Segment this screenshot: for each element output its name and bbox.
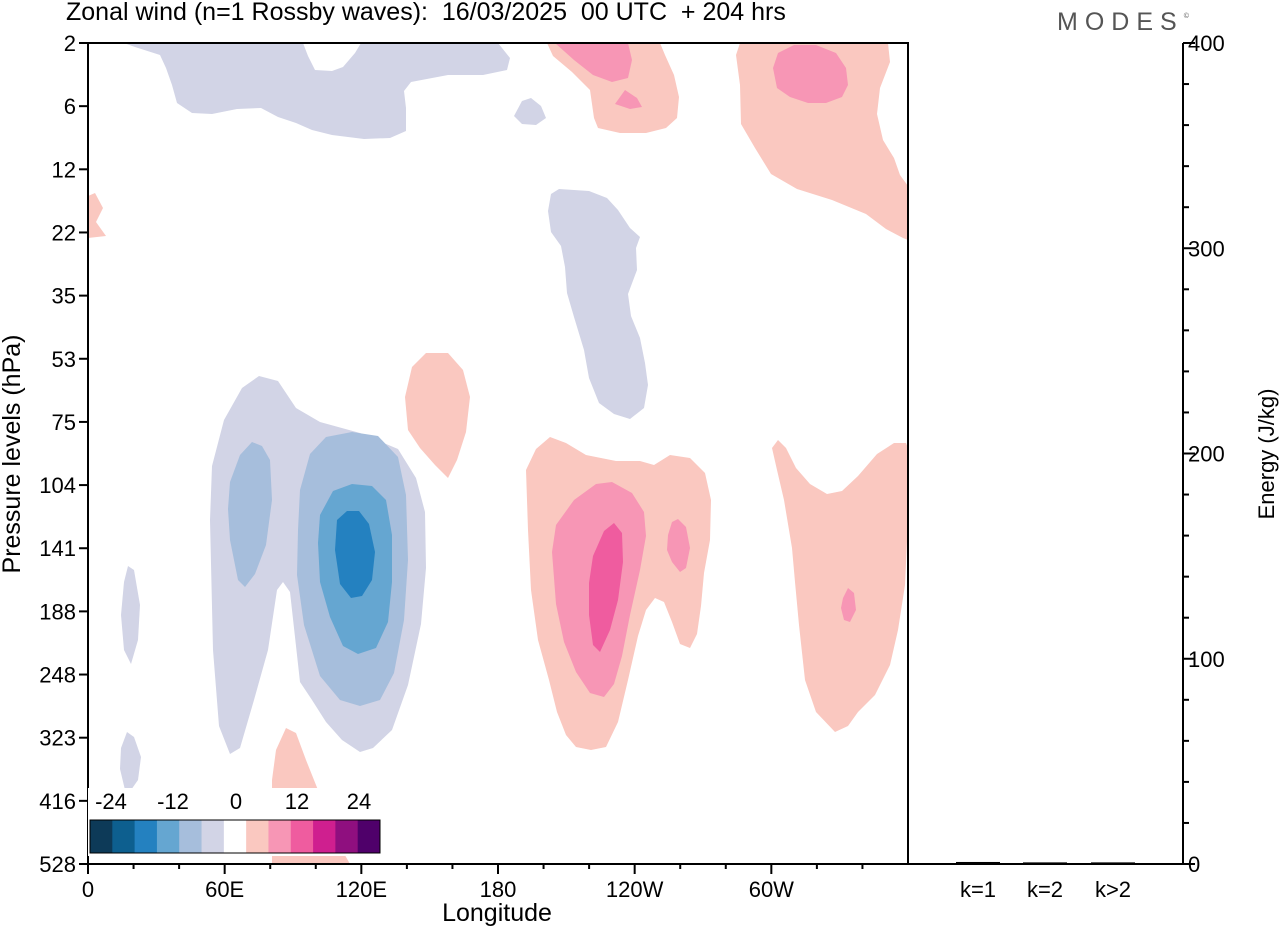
energy-bar-k=2 [1023,862,1067,864]
y-tick-label: 75 [52,410,76,435]
energy-category-label: k=1 [960,877,996,902]
energy-bar-k>2 [1091,862,1135,864]
y-tick-label: 6 [64,94,76,119]
energy-tick-label: 200 [1188,442,1225,467]
colorbar-swatch-8 [268,820,292,853]
energy-categories: k=1 k=2 k>2 [960,877,1131,902]
energy-axis-label: Energy (J/kg) [1254,389,1279,520]
contour-neg-1-islet [514,98,546,125]
colorbar: -24 -12 0 12 24 [88,788,383,856]
y-tick-label: 53 [52,347,76,372]
colorbar-swatch-4 [179,820,202,853]
y-tick-label: 2 [64,31,76,56]
x-tick-label: 60E [205,877,244,902]
energy-tick-label: 300 [1188,236,1225,261]
colorbar-swatch-5 [201,820,225,853]
contour-neg-1-west-b [120,732,141,790]
colorbar-swatch-2 [134,820,158,853]
colorbar-label-neg24: -24 [95,789,127,814]
contour-pos-3 [589,523,623,652]
x-tick-label: 60W [749,877,794,902]
x-tick-label: 0 [82,877,94,902]
colorbar-label-neg12: -12 [157,789,189,814]
contour-pos-1-topmid [547,43,679,133]
contour-pos-1-blob-53 [405,353,470,478]
x-tick-label: 180 [480,877,517,902]
energy-category-label: k>2 [1095,877,1131,902]
energy-axis: 0 100 200 300 400 [908,31,1225,877]
x-axis-label: Longitude [442,899,552,927]
y-axis-label: Pressure levels (hPa) [0,335,26,574]
colorbar-swatch-12 [357,820,381,853]
y-tick-label: 416 [39,789,76,814]
y-tick-label: 12 [52,157,76,182]
y-tick-label: 35 [52,284,76,309]
colorbar-swatch-3 [156,820,180,853]
colorbar-swatch-11 [335,820,359,853]
x-tick-label: 120W [606,877,664,902]
contour-neg-4 [335,511,375,598]
colorbar-label-zero: 0 [230,789,242,814]
colorbar-swatch-7 [246,820,269,853]
y-tick-label: 22 [52,220,76,245]
y-tick-label: 141 [39,536,76,561]
y-tick-label: 104 [39,473,76,498]
longitude-axis: 0 60E 120E 180 120W 60W [82,864,864,902]
energy-category-label: k=2 [1027,877,1063,902]
colorbar-swatch-9 [290,820,314,853]
colorbar-swatch-1 [112,820,136,853]
modes-logo: MODES© [1057,8,1189,36]
colorbar-swatch-10 [313,820,336,853]
contour-pos-1-left-edge [88,193,106,238]
pressure-axis: 2 6 12 22 35 53 75 104 141 188 248 323 416 528 [39,31,88,877]
contour-pos-2-topright [773,45,848,103]
contour-neg-2-west [228,442,272,587]
contour-neg-1-midtongue [548,189,648,419]
energy-bars [956,861,1135,864]
y-tick-label: 528 [39,852,76,877]
contour-pos-2-east [667,519,690,572]
energy-bar-k=1 [956,861,1000,864]
contour-pos-1-topright [736,43,908,240]
chart-title: Zonal wind (n=1 Rossby waves): 16/03/202… [66,0,786,26]
contour-neg-1-west-a [121,566,140,664]
colorbar-swatch-6 [223,820,247,853]
energy-tick-label: 0 [1188,852,1200,877]
x-tick-label: 120E [336,877,387,902]
colorbar-frame [89,819,381,854]
y-tick-label: 323 [39,726,76,751]
contour-neg-1-upper [124,43,510,139]
colorbar-swatch-0 [90,820,113,853]
contour-field [88,43,908,864]
energy-tick-label: 400 [1188,31,1225,56]
contour-pos-2-right [841,588,856,622]
contour-pos-1-right [772,440,908,732]
contour-pos-2-top-b [615,90,642,109]
y-tick-label: 248 [39,663,76,688]
contour-pos-2-top-a [555,43,632,82]
y-tick-label: 188 [39,599,76,624]
energy-tick-label: 100 [1188,647,1225,672]
colorbar-label-pos24: 24 [347,789,371,814]
colorbar-label-pos12: 12 [285,789,309,814]
